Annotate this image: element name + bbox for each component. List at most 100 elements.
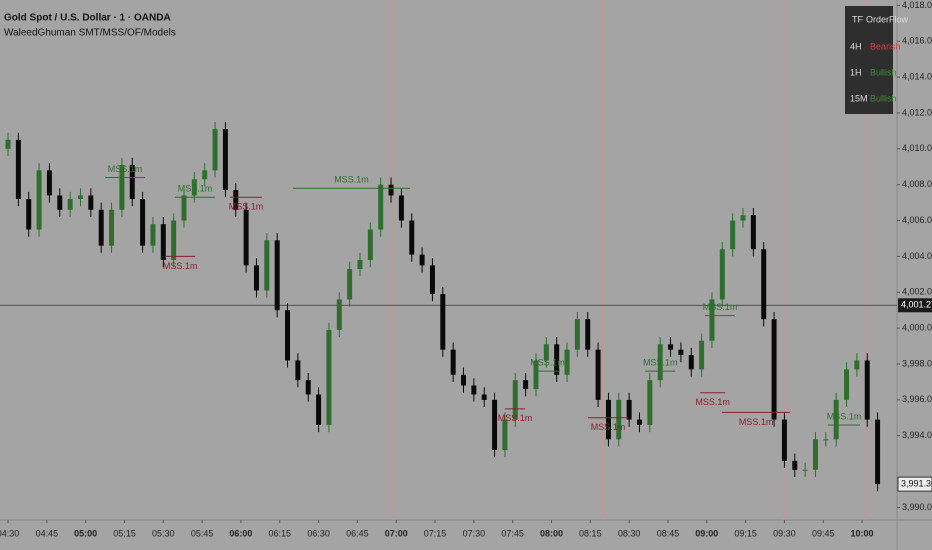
x-tick-label: 07:15: [424, 528, 447, 538]
mss-label: MSS.1m: [591, 422, 626, 432]
y-tick-label: 4,018.000: [902, 0, 932, 10]
candle-body: [36, 170, 42, 230]
candle-body: [429, 265, 435, 295]
candle-body: [264, 240, 270, 291]
x-tick-label: 08:00: [540, 528, 563, 538]
candle-body: [357, 260, 363, 269]
mss-label: MSS.1m: [498, 413, 533, 423]
candle-body: [512, 380, 518, 420]
x-tick-label: 05:45: [191, 528, 214, 538]
y-tick-label: 4,014.000: [902, 71, 932, 81]
mss-label: MSS.1m: [108, 164, 143, 174]
candle-body: [461, 374, 467, 386]
candle-body: [77, 195, 83, 200]
candle-body: [533, 360, 539, 390]
candle-body: [202, 170, 208, 180]
candle-body: [854, 360, 860, 370]
table-flow: Bearish: [870, 41, 901, 51]
candle-body: [668, 344, 674, 350]
y-tick-label: 3,990.000: [902, 502, 932, 512]
candle-body: [378, 184, 384, 230]
candle-body: [471, 385, 477, 395]
y-tick-label: 4,004.000: [902, 251, 932, 261]
candle-body: [46, 170, 52, 196]
y-tick-label: 3,994.000: [902, 430, 932, 440]
candle-body: [740, 215, 746, 221]
candle-body: [274, 240, 280, 311]
candle-body: [160, 224, 166, 260]
y-tick-label: 4,000.000: [902, 323, 932, 333]
table-background: [845, 6, 893, 114]
candle-body: [844, 369, 850, 400]
x-tick-label: 08:30: [618, 528, 641, 538]
candle-body: [771, 319, 777, 420]
candle-body: [212, 129, 218, 171]
candle-body: [554, 344, 560, 375]
candle-body: [688, 355, 694, 370]
candle-body: [191, 179, 197, 196]
y-tick-label: 4,006.000: [902, 215, 932, 225]
table-flow: Bullish: [870, 93, 897, 103]
x-tick-label: 07:00: [385, 528, 408, 538]
candle-body: [305, 380, 311, 395]
mss-label: MSS.1m: [163, 261, 198, 271]
candle-body: [781, 419, 787, 461]
candle-body: [5, 139, 11, 149]
y-tick-label: 3,998.000: [902, 358, 932, 368]
candle-body: [543, 344, 549, 361]
mss-label: MSS.1m: [229, 202, 264, 212]
price-line-box: [898, 298, 932, 313]
mss-label: MSS.1m: [334, 175, 369, 185]
y-tick-label: 4,002.000: [902, 287, 932, 297]
candle-body: [730, 220, 736, 250]
candle-body: [616, 399, 622, 440]
candle-body: [647, 380, 653, 425]
candle-body: [222, 129, 228, 191]
candle-body: [761, 249, 767, 320]
x-tick-label: 04:30: [0, 528, 19, 538]
x-tick-label: 06:45: [346, 528, 369, 538]
candle-body: [564, 349, 570, 375]
x-tick-label: 09:15: [734, 528, 757, 538]
candle-body: [233, 190, 239, 210]
candle-body: [129, 164, 135, 200]
candle-body: [636, 419, 642, 425]
candle-body: [699, 340, 705, 370]
candle-body: [253, 265, 259, 291]
y-tick-label: 3,996.000: [902, 394, 932, 404]
candle-body: [285, 310, 291, 361]
last-price-box: [897, 476, 932, 492]
x-tick-label: 08:15: [579, 528, 602, 538]
table-tf: 1H: [850, 67, 862, 77]
candle-body: [336, 299, 342, 330]
candle-body: [26, 199, 32, 230]
candle-body: [326, 329, 332, 425]
mss-label: MSS.1m: [643, 358, 678, 368]
candle-body: [347, 268, 353, 300]
table-tf: 15M: [850, 93, 868, 103]
candle-body: [864, 360, 870, 420]
mss-label: MSS.1m: [703, 302, 738, 312]
x-tick-label: 09:00: [695, 528, 718, 538]
candle-body: [605, 399, 611, 440]
chart-title: Gold Spot / U.S. Dollar · 1 · OANDA: [4, 13, 171, 24]
candle-body: [709, 299, 715, 341]
candle-body: [367, 229, 373, 260]
candle-body: [802, 469, 808, 471]
table-header: OrderFlow: [866, 14, 909, 24]
candle-body: [595, 349, 601, 400]
x-tick-label: 07:30: [463, 528, 486, 538]
last-price-label: 3,991.305: [901, 479, 932, 489]
candle-body: [98, 209, 104, 246]
candle-body: [875, 419, 881, 485]
x-tick-label: 09:45: [812, 528, 835, 538]
mss-label: MSS.1m: [827, 411, 862, 421]
x-tick-label: 06:00: [229, 528, 252, 538]
x-tick-label: 05:30: [152, 528, 175, 538]
candle-body: [812, 439, 818, 470]
y-tick-label: 4,010.000: [902, 143, 932, 153]
mss-label: MSS.1m: [739, 417, 774, 427]
